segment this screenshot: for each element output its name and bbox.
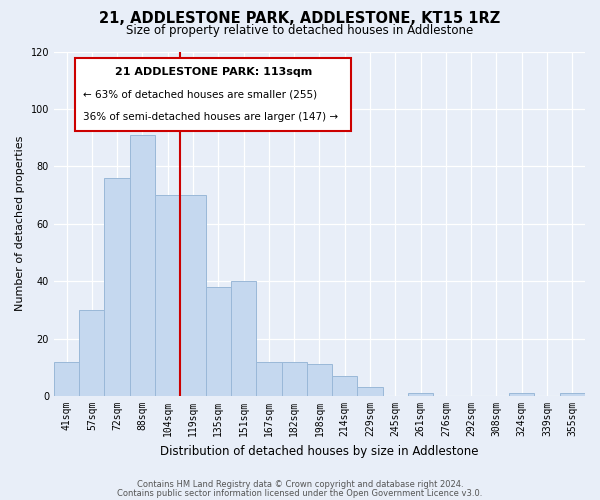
Bar [281,362,307,396]
Text: Contains public sector information licensed under the Open Government Licence v3: Contains public sector information licen… [118,489,482,498]
Text: 36% of semi-detached houses are larger (147) →: 36% of semi-detached houses are larger (… [83,112,338,122]
Bar [332,376,358,396]
Bar [155,195,181,396]
Text: Contains HM Land Registry data © Crown copyright and database right 2024.: Contains HM Land Registry data © Crown c… [137,480,463,489]
Text: Size of property relative to detached houses in Addlestone: Size of property relative to detached ho… [127,24,473,37]
Text: ← 63% of detached houses are smaller (255): ← 63% of detached houses are smaller (25… [83,90,317,100]
Bar [79,310,104,396]
Bar [104,178,130,396]
FancyBboxPatch shape [75,58,352,130]
X-axis label: Distribution of detached houses by size in Addlestone: Distribution of detached houses by size … [160,444,479,458]
Y-axis label: Number of detached properties: Number of detached properties [15,136,25,312]
Bar [231,281,256,396]
Bar [560,393,585,396]
Bar [307,364,332,396]
Bar [408,393,433,396]
Bar [206,287,231,396]
Text: 21, ADDLESTONE PARK, ADDLESTONE, KT15 1RZ: 21, ADDLESTONE PARK, ADDLESTONE, KT15 1R… [100,11,500,26]
Bar [54,362,79,396]
Text: 21 ADDLESTONE PARK: 113sqm: 21 ADDLESTONE PARK: 113sqm [115,67,312,77]
Bar [181,195,206,396]
Bar [358,388,383,396]
Bar [130,135,155,396]
Bar [256,362,281,396]
Bar [509,393,535,396]
